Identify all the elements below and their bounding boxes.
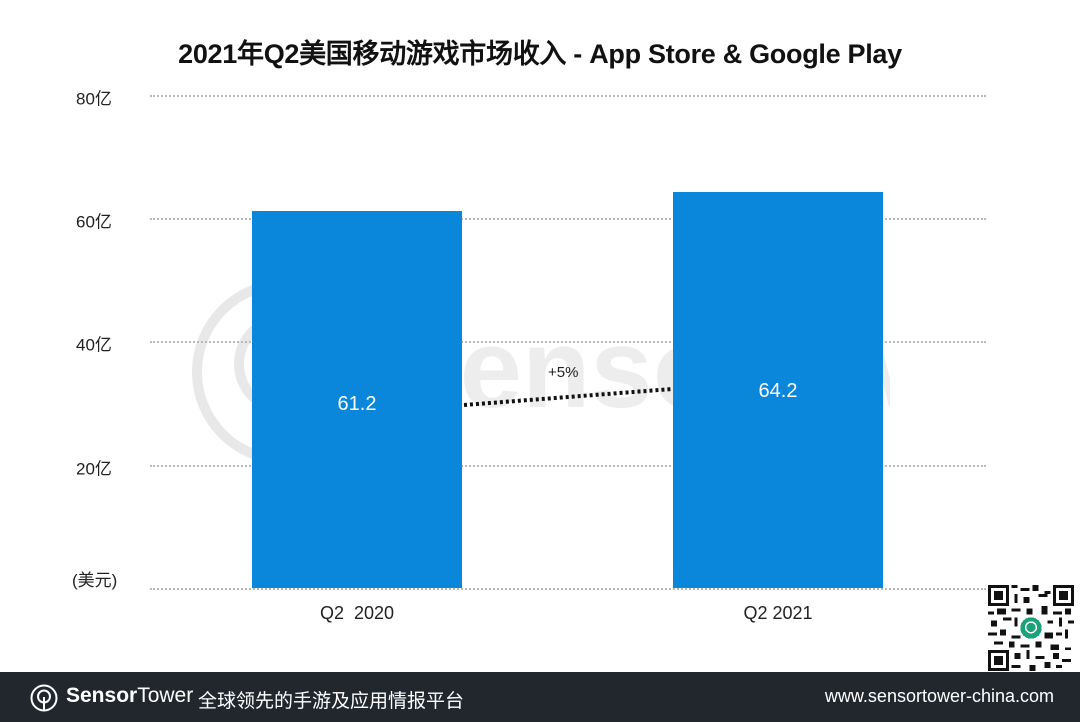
footer-brand: SensorTower xyxy=(66,684,193,708)
y-tick-80: 80亿 xyxy=(76,89,112,109)
bar-value-q2-2020: 61.2 xyxy=(337,393,377,415)
footer-brand-bold: Sensor xyxy=(66,684,138,707)
gridline-0 xyxy=(150,588,986,590)
y-unit-label: (美元) xyxy=(72,571,118,590)
bar-value-q2-2021: 64.2 xyxy=(758,380,798,402)
gridline-40 xyxy=(150,341,986,343)
footer-bar: SensorTower 全球领先的手游及应用情报平台 www.sensortow… xyxy=(0,672,1080,722)
y-tick-40: 40亿 xyxy=(76,335,112,355)
bar-q2-2020 xyxy=(252,211,462,588)
gridline-20 xyxy=(150,465,986,467)
y-tick-60: 60亿 xyxy=(76,212,112,232)
footer-url: www.sensortower-china.com xyxy=(824,686,1054,706)
gridline-60 xyxy=(150,218,986,220)
sensortower-logo-icon xyxy=(30,684,58,712)
growth-connector-line xyxy=(463,387,673,407)
x-label-q2-2020: Q2 2020 xyxy=(319,603,395,623)
growth-label: +5% xyxy=(548,364,579,381)
gridline-80 xyxy=(150,95,986,97)
footer-brand-light: Tower xyxy=(137,684,194,707)
bar-q2-2021 xyxy=(673,192,883,588)
qr-code xyxy=(988,585,1074,671)
x-label-q2-2021: Q2 2021 xyxy=(743,603,813,623)
chart-title: 2021年Q2美国移动游戏市场收入 - App Store & Google P… xyxy=(178,39,902,69)
y-tick-20: 20亿 xyxy=(76,459,112,479)
footer-slogan: 全球领先的手游及应用情报平台 xyxy=(198,691,465,712)
